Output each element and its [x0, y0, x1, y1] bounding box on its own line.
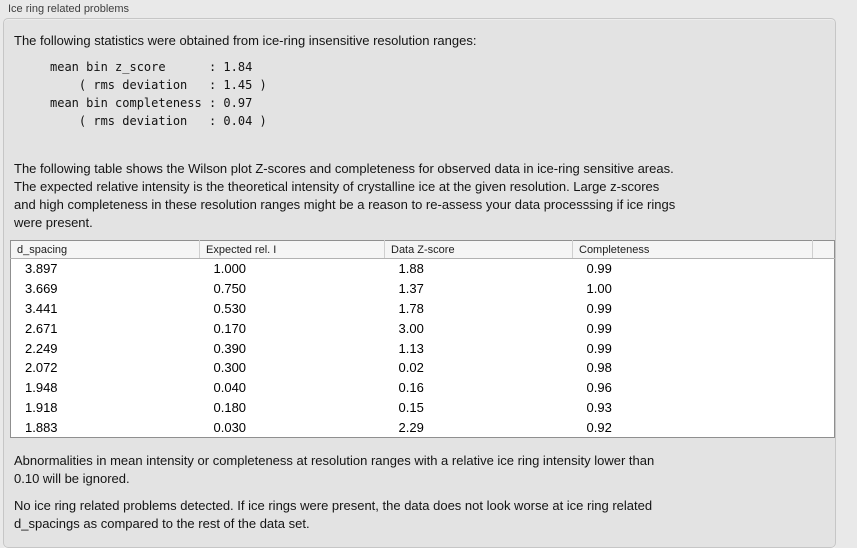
table-row[interactable]: 2.072 0.300 0.02 0.98 — [11, 358, 835, 378]
cell-d-spacing: 1.883 — [25, 419, 58, 435]
cell-expected-rel-i: 0.530 — [213, 300, 247, 316]
cell-completeness: 0.99 — [586, 320, 612, 336]
cell-d-spacing: 3.441 — [25, 300, 58, 316]
cell-d-spacing: 2.671 — [25, 320, 58, 336]
table-row[interactable]: 1.948 0.040 0.16 0.96 — [11, 378, 835, 398]
cell-d-spacing: 3.897 — [25, 261, 58, 277]
cell-data-z-score: 3.00 — [398, 320, 424, 336]
cell-completeness: 0.93 — [586, 399, 612, 415]
cell-data-z-score: 1.13 — [398, 340, 424, 356]
table-row[interactable]: 3.897 1.000 1.88 0.99 — [11, 259, 835, 279]
cell-spacer — [813, 378, 835, 398]
cell-completeness: 0.92 — [586, 419, 612, 435]
table-header-data-z-score[interactable]: Data Z-score — [384, 240, 573, 259]
cell-expected-rel-i: 0.040 — [213, 380, 247, 396]
ice-ring-table-wrap: d_spacing Expected rel. I Data Z-score C… — [10, 240, 835, 439]
cell-expected-rel-i: 1.000 — [213, 261, 247, 277]
cell-d-spacing: 1.948 — [25, 380, 58, 396]
cell-expected-rel-i: 0.170 — [213, 320, 247, 336]
ice-ring-table: d_spacing Expected rel. I Data Z-score C… — [10, 240, 835, 439]
table-row[interactable]: 3.441 0.530 1.78 0.99 — [11, 299, 835, 319]
cell-spacer — [813, 358, 835, 378]
intro-text: The following statistics were obtained f… — [14, 33, 477, 48]
cell-spacer — [813, 338, 835, 358]
table-row[interactable]: 3.669 0.750 1.37 1.00 — [11, 279, 835, 299]
table-header-expected-rel-i[interactable]: Expected rel. I — [199, 240, 385, 259]
table-header-spacer — [812, 240, 835, 259]
cell-data-z-score: 0.16 — [398, 380, 424, 396]
cell-d-spacing: 2.249 — [25, 340, 58, 356]
table-body: 3.897 1.000 1.88 0.99 3.669 0.750 1.37 1… — [11, 259, 835, 438]
cell-data-z-score: 0.02 — [398, 360, 424, 376]
cell-completeness: 0.98 — [586, 360, 612, 376]
cell-expected-rel-i: 0.180 — [213, 399, 247, 415]
cell-d-spacing: 1.918 — [25, 399, 58, 415]
cell-expected-rel-i: 0.030 — [213, 419, 247, 435]
cell-spacer — [813, 279, 835, 299]
cell-data-z-score: 1.88 — [398, 261, 424, 277]
cell-expected-rel-i: 0.300 — [213, 360, 247, 376]
note-text: Abnormalities in mean intensity or compl… — [14, 453, 655, 487]
table-row[interactable]: 2.671 0.170 3.00 0.99 — [11, 318, 835, 338]
cell-spacer — [813, 318, 835, 338]
cell-d-spacing: 3.669 — [25, 281, 58, 297]
cell-completeness: 1.00 — [586, 281, 612, 297]
table-row[interactable]: 2.249 0.390 1.13 0.99 — [11, 338, 835, 358]
cell-spacer — [813, 417, 835, 437]
ice-ring-groupbox: The following statistics were obtained f… — [3, 18, 836, 548]
cell-spacer — [813, 398, 835, 418]
cell-completeness: 0.99 — [586, 261, 612, 277]
cell-completeness: 0.99 — [586, 300, 612, 316]
table-description: The following table shows the Wilson plo… — [14, 161, 676, 230]
cell-data-z-score: 1.78 — [398, 300, 424, 316]
table-row[interactable]: 1.918 0.180 0.15 0.93 — [11, 398, 835, 418]
cell-data-z-score: 2.29 — [398, 419, 424, 435]
table-header-completeness[interactable]: Completeness — [572, 240, 813, 259]
cell-expected-rel-i: 0.750 — [213, 281, 247, 297]
stats-block: mean bin z_score : 1.84 ( rms deviation … — [50, 60, 267, 128]
cell-spacer — [813, 299, 835, 319]
cell-d-spacing: 2.072 — [25, 360, 58, 376]
panel-title: Ice ring related problems — [8, 3, 130, 15]
conclusion-text: No ice ring related problems detected. I… — [14, 498, 653, 532]
cell-data-z-score: 1.37 — [398, 281, 424, 297]
cell-completeness: 0.96 — [586, 380, 612, 396]
cell-expected-rel-i: 0.390 — [213, 340, 247, 356]
cell-data-z-score: 0.15 — [398, 399, 424, 415]
cell-spacer — [813, 259, 835, 279]
table-row[interactable]: 1.883 0.030 2.29 0.92 — [11, 417, 835, 437]
table-header-d-spacing[interactable]: d_spacing — [10, 240, 200, 259]
table-header-row: d_spacing Expected rel. I Data Z-score C… — [10, 240, 835, 259]
cell-completeness: 0.99 — [586, 340, 612, 356]
